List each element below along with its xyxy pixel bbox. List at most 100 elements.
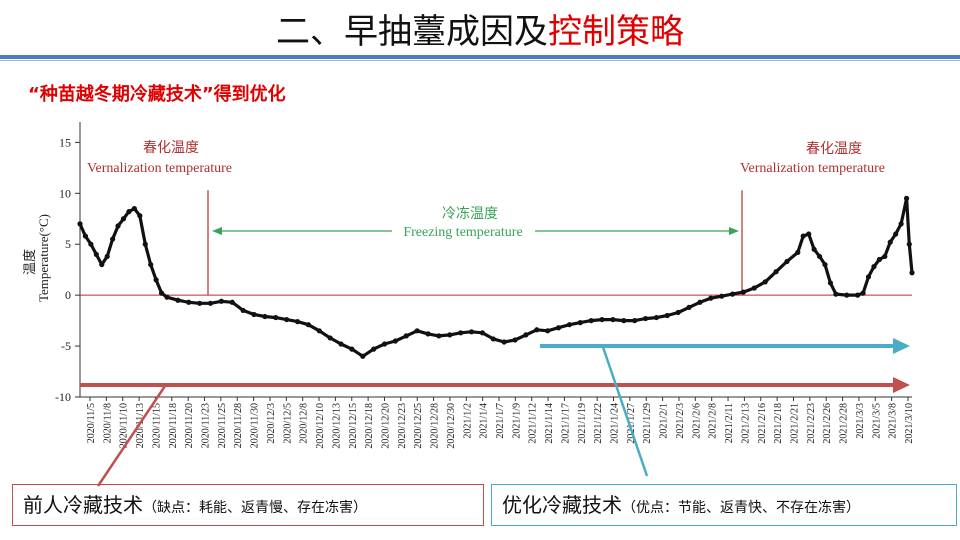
x-tick-label: 2021/2/11 bbox=[724, 403, 735, 443]
temperature-data-point bbox=[844, 292, 850, 298]
temperature-data-point bbox=[697, 299, 703, 305]
x-tick-label: 2020/11/15 bbox=[151, 403, 162, 448]
y-tick-label: 5 bbox=[65, 237, 71, 251]
temperature-data-point bbox=[577, 320, 583, 326]
temperature-data-point bbox=[773, 269, 779, 275]
annotation-vernalization-right-en: Vernalization temperature bbox=[740, 161, 885, 176]
annotation-freezing-cn: 冷冻温度 bbox=[442, 205, 498, 222]
temperature-data-point bbox=[120, 216, 127, 222]
temperature-data-point bbox=[876, 256, 882, 263]
x-tick-label: 2020/12/23 bbox=[397, 403, 408, 449]
temperature-data-point bbox=[719, 293, 725, 299]
x-tick-label: 2021/3/3 bbox=[855, 403, 866, 439]
temperature-data-point bbox=[800, 233, 806, 239]
temperature-data-point bbox=[534, 327, 540, 333]
temperature-data-point bbox=[903, 195, 910, 201]
title-divider bbox=[0, 55, 960, 59]
temperature-data-point bbox=[898, 221, 904, 227]
optimized-storage-technique-box: 优化冷藏技术（优点：节能、返青快、不存在冻害） bbox=[491, 484, 957, 526]
temperature-data-point bbox=[447, 332, 453, 338]
temperature-data-point bbox=[479, 330, 486, 336]
temperature-data-point bbox=[349, 346, 355, 352]
annotation-layer: 春化温度 Vernalization temperature 冷冻温度 Freezin… bbox=[87, 140, 885, 240]
temperature-data-point bbox=[545, 328, 551, 334]
x-tick-label: 2020/11/30 bbox=[250, 403, 261, 448]
temperature-data-point bbox=[99, 261, 105, 268]
temperature-data-point bbox=[414, 328, 420, 334]
temperature-data-point bbox=[294, 319, 301, 325]
chart-axes: 15 10 5 0 -5 -10 2020/11/5 2020/11/8 2020/11/10 2… bbox=[22, 122, 915, 449]
previous-technique-arrow-head bbox=[893, 377, 910, 393]
temperature-data-point bbox=[381, 341, 388, 347]
temperature-data-point bbox=[88, 241, 94, 247]
x-tick-label: 2021/2/16 bbox=[757, 403, 768, 444]
previous-technique-label: 前人冷藏技术 bbox=[23, 493, 143, 517]
temperature-data-point bbox=[371, 346, 377, 352]
x-tick-label: 2020/11/23 bbox=[201, 403, 212, 448]
x-tick-label: 2021/1/24 bbox=[610, 403, 621, 444]
temperature-data-point bbox=[110, 236, 116, 242]
temperature-data-point bbox=[762, 279, 768, 285]
annotation-vernalization-right-cn: 春化温度 bbox=[806, 141, 862, 157]
temperature-data-point bbox=[82, 233, 89, 239]
temperature-data-point bbox=[327, 335, 333, 341]
x-tick-label: 2021/2/8 bbox=[708, 403, 719, 439]
temperature-data-point bbox=[273, 314, 279, 321]
temperature-data-point bbox=[229, 299, 235, 305]
temperature-data-point bbox=[305, 322, 311, 328]
x-tick-label: 2021/3/8 bbox=[888, 403, 899, 439]
temperature-data-point bbox=[751, 285, 757, 291]
x-tick-label: 2021/2/21 bbox=[789, 403, 800, 444]
temperature-data-point bbox=[588, 318, 594, 324]
arrow-layer bbox=[80, 338, 910, 487]
temperature-data-point bbox=[126, 209, 132, 215]
temperature-data-point bbox=[887, 239, 893, 245]
x-tick-label: 2020/12/3 bbox=[266, 403, 277, 444]
temperature-data-point bbox=[360, 353, 366, 359]
y-axis-title-cn: 温度 bbox=[22, 249, 37, 275]
temperature-data-point bbox=[599, 316, 605, 323]
temperature-data-point bbox=[392, 338, 398, 344]
temperature-data-point bbox=[186, 299, 192, 305]
freezing-arrow-head-left bbox=[212, 227, 222, 235]
x-tick-label: 2020/11/25 bbox=[217, 403, 228, 448]
temperature-data-point bbox=[164, 294, 170, 300]
temperature-data-point bbox=[621, 318, 627, 324]
temperature-data-point bbox=[882, 253, 888, 260]
y-tick-label: -5 bbox=[61, 339, 71, 353]
previous-technique-note: （缺点：耗能、返青慢、存在冻害） bbox=[143, 500, 367, 516]
x-tick-label: 2020/12/20 bbox=[380, 403, 391, 449]
x-tick-label: 2021/1/14 bbox=[544, 403, 555, 444]
page-title: 二、早抽薹成因及控制策略 bbox=[0, 4, 960, 53]
temperature-data-point bbox=[865, 274, 872, 280]
temperature-data-point bbox=[860, 290, 866, 296]
temperature-data-point bbox=[436, 333, 442, 339]
temperature-data-point bbox=[729, 291, 736, 297]
slide-subtitle: “种苗越冬期冷藏技术”得到优化 bbox=[28, 84, 286, 105]
x-tick-label: 2020/12/28 bbox=[430, 403, 441, 449]
x-tick-label: 2021/1/29 bbox=[642, 403, 653, 444]
temperature-data-point bbox=[871, 264, 877, 270]
x-tick-label: 2020/12/18 bbox=[364, 403, 375, 449]
temperature-data-point bbox=[811, 246, 817, 252]
previous-technique-callout-line bbox=[96, 385, 167, 487]
temperature-data-point bbox=[115, 223, 121, 229]
temperature-data-point bbox=[316, 328, 322, 334]
temperature-data-point bbox=[566, 322, 573, 328]
temperature-data-point bbox=[158, 290, 165, 296]
x-tick-label: 2020/11/18 bbox=[168, 403, 179, 448]
title-accent: 控制策略 bbox=[548, 12, 684, 52]
x-tick-label: 2020/11/28 bbox=[233, 403, 244, 448]
annotation-vernalization-left-en: Vernalization temperature bbox=[87, 161, 232, 176]
y-tick-label: -10 bbox=[55, 390, 71, 404]
y-axis-title-en: Temperature(°C) bbox=[36, 214, 51, 302]
temperature-data-point bbox=[675, 309, 681, 316]
temperature-data-point bbox=[490, 336, 496, 342]
temperature-data-point bbox=[806, 231, 812, 237]
temperature-data-point bbox=[131, 205, 137, 212]
temperature-data-point bbox=[218, 298, 224, 304]
temperature-data-point bbox=[137, 213, 143, 219]
temperature-data-point bbox=[153, 277, 159, 283]
temperature-data-point bbox=[827, 280, 834, 286]
